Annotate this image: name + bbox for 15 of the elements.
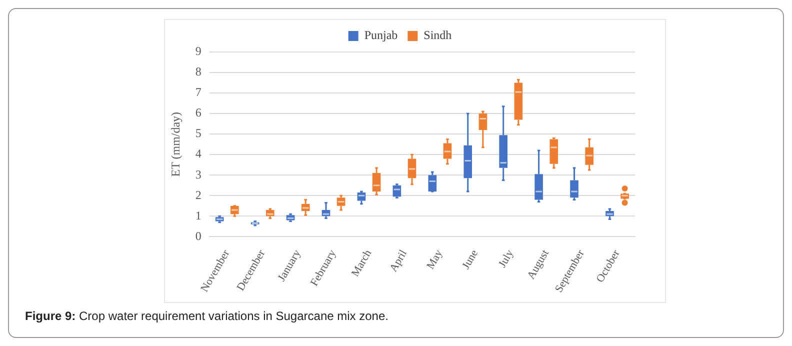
y-tick-label: 1 <box>195 208 202 222</box>
y-tick-label: 7 <box>195 85 202 100</box>
y-tick-label: 3 <box>195 167 202 182</box>
y-tick-label: 6 <box>195 106 202 120</box>
y-tick-label: 0 <box>195 228 202 243</box>
y-tick-label: 9 <box>195 44 202 58</box>
y-tick-label: 8 <box>195 64 202 79</box>
y-tick-label: 2 <box>195 188 202 202</box>
y-axis-title: ET (mm/day) <box>168 112 182 177</box>
caption: Figure 9: Crop water requirement variations in Sugarcane mix zone. <box>25 309 388 323</box>
legend-label: Punjab <box>364 28 398 42</box>
y-tick-label: 4 <box>195 146 202 161</box>
x-tick-label: July <box>496 247 516 270</box>
y-tick-label: 5 <box>195 126 202 140</box>
legend-label: Sindh <box>424 28 452 42</box>
